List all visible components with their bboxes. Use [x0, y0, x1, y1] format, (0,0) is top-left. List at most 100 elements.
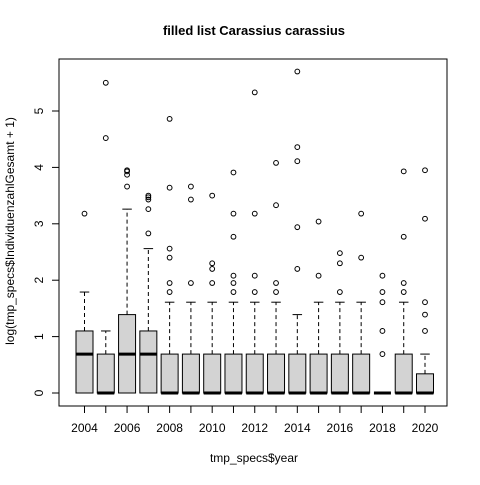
- box-2019-outlier: [400, 280, 407, 286]
- box-2011-outlier: [230, 210, 237, 217]
- box-2005-outlier: [102, 135, 109, 141]
- x-tick-label: 2006: [114, 421, 141, 435]
- x-tick-label: 2016: [327, 421, 354, 435]
- box-2007-outlier: [145, 196, 152, 203]
- box-2008-outlier: [166, 254, 173, 261]
- box-2011-body: [224, 353, 243, 394]
- box-2012-outlier: [251, 272, 258, 279]
- box-2020-outlier: [422, 328, 428, 334]
- box-2013-outlier: [273, 280, 279, 286]
- box-2007-outlier: [145, 194, 152, 201]
- y-tick-label: 3: [32, 220, 46, 227]
- box-2008-outlier: [166, 115, 173, 122]
- x-tick-label: 2012: [241, 421, 268, 435]
- box-2005-outlier: [102, 79, 109, 86]
- x-tick-label: 2014: [284, 421, 311, 435]
- chart-title: filled list Carassius carassius: [163, 23, 345, 38]
- box-2018-outlier: [379, 272, 386, 279]
- box-2020-outlier: [422, 311, 428, 318]
- box-2012-outlier: [251, 210, 258, 217]
- box-2014-body: [288, 353, 307, 394]
- box-2018-outlier: [379, 328, 386, 334]
- box-2013-body: [267, 353, 286, 394]
- box-2009-body: [181, 353, 200, 394]
- box-2008-outlier: [166, 289, 173, 295]
- box-2010-outlier: [209, 192, 216, 199]
- box-2019-outlier: [400, 168, 407, 175]
- box-2007-outlier: [145, 192, 152, 199]
- box-2013-outlier: [273, 289, 279, 295]
- box-2017-outlier: [358, 210, 365, 217]
- box-2015-outlier: [315, 218, 322, 225]
- box-2009-outlier: [188, 183, 194, 190]
- box-2012-outlier: [251, 289, 258, 295]
- box-2012-body: [245, 353, 264, 394]
- box-2017-body: [352, 353, 371, 394]
- box-2014-outlier: [294, 266, 301, 272]
- box-2011-outlier: [230, 289, 237, 295]
- y-tick-label: 0: [32, 389, 46, 396]
- box-2011-outlier: [230, 280, 237, 286]
- box-2008-outlier: [166, 280, 173, 286]
- box-2013-outlier: [273, 202, 279, 209]
- box-2019-outlier: [400, 289, 407, 295]
- y-tick-label: 2: [32, 277, 46, 284]
- plot-frame: [58, 58, 448, 407]
- box-2019-outlier: [400, 233, 407, 240]
- box-2004-outlier: [81, 210, 88, 217]
- box-2018-outlier: [379, 351, 386, 357]
- box-2011-outlier: [230, 272, 237, 279]
- box-2020-outlier: [422, 215, 428, 222]
- y-tick-label: 4: [32, 164, 46, 171]
- box-2020-body: [416, 373, 434, 394]
- box-2010-body: [203, 353, 222, 394]
- box-2020-outlier: [422, 167, 428, 174]
- box-2008-outlier: [166, 184, 173, 191]
- box-2016-outlier: [336, 250, 343, 257]
- y-tick-label: 1: [32, 333, 46, 340]
- box-2017-outlier: [358, 254, 365, 261]
- box-2008-body: [160, 353, 179, 394]
- box-2005-body: [96, 353, 115, 394]
- y-axis-label: log(tmp_specs$IndividuenzahlGesamt + 1): [3, 117, 17, 345]
- box-2006-outlier: [124, 183, 130, 190]
- box-2011-outlier: [230, 233, 237, 240]
- box-2018-outlier: [379, 299, 386, 306]
- box-2018-outlier: [379, 289, 386, 295]
- box-2014-outlier: [294, 68, 301, 75]
- box-2008-outlier: [166, 245, 173, 252]
- box-2019-body: [394, 353, 413, 394]
- box-2009-outlier: [188, 196, 194, 203]
- box-2009-outlier: [188, 280, 194, 286]
- box-2012-outlier: [251, 89, 258, 96]
- x-tick-label: 2010: [199, 421, 226, 435]
- x-tick-label: 2004: [71, 421, 98, 435]
- x-tick-label: 2008: [156, 421, 183, 435]
- box-2016-outlier: [336, 289, 343, 295]
- box-2006-outlier: [124, 167, 130, 174]
- box-2013-outlier: [273, 159, 279, 166]
- x-tick-label: 2020: [412, 421, 439, 435]
- x-axis-label: tmp_specs$year: [210, 451, 298, 465]
- box-2007-body: [139, 330, 158, 394]
- box-2010-outlier: [209, 280, 216, 286]
- box-2010-outlier: [209, 266, 216, 272]
- box-2004-body: [75, 330, 94, 394]
- box-2010-outlier: [209, 260, 216, 267]
- box-2011-outlier: [230, 169, 237, 176]
- box-2007-outlier: [145, 206, 152, 213]
- box-2014-outlier: [294, 158, 301, 165]
- box-2015-outlier: [315, 272, 322, 279]
- box-2014-outlier: [294, 144, 301, 150]
- plot-area: 0 1 2 3 4 5 2004 2006 2008 2010 2012 2014 2016 2018 20…: [32, 58, 448, 435]
- box-2016-body: [330, 353, 349, 394]
- box-2020-outlier: [422, 299, 428, 306]
- box-2016-outlier: [336, 260, 343, 267]
- x-tick-label: 2018: [369, 421, 396, 435]
- y-tick-label: 5: [32, 107, 46, 114]
- box-2007-outlier: [145, 230, 152, 237]
- box-2015-body: [309, 353, 328, 394]
- box-2014-outlier: [294, 224, 301, 231]
